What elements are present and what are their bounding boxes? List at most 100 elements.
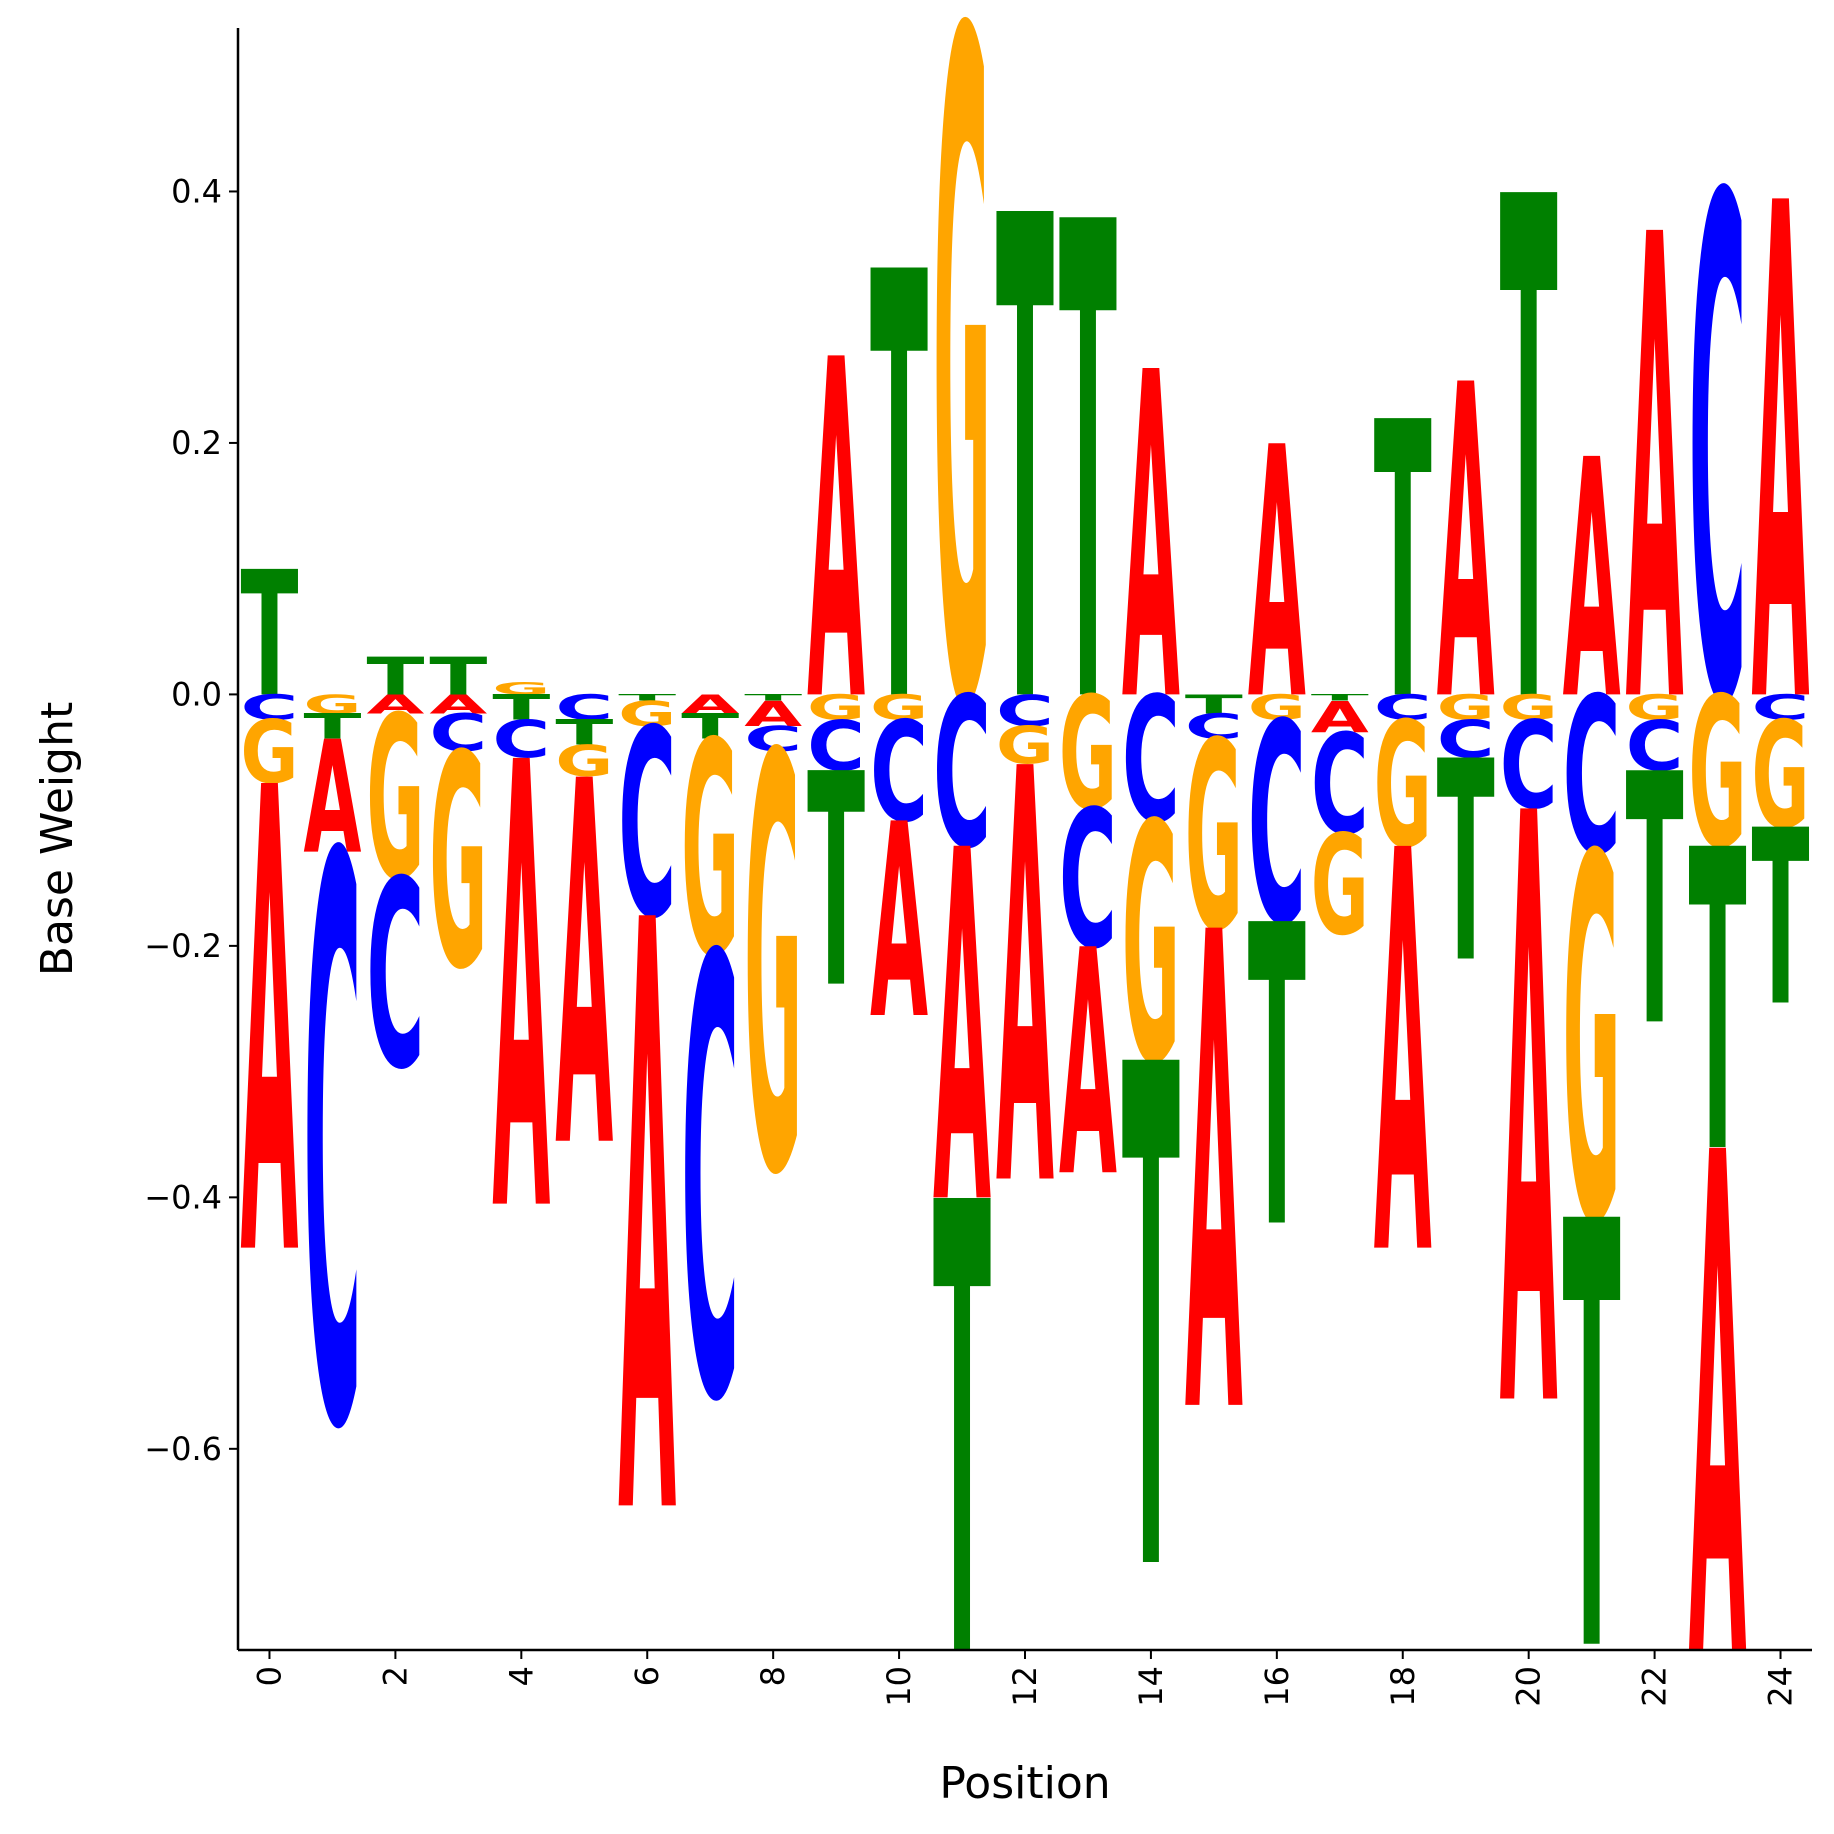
logo-letter-T-pos-6: T [618, 693, 676, 703]
logo-letter-T-pos-8: T [744, 693, 802, 703]
logo-letter-T-pos-13: T [1059, 89, 1117, 851]
y-tick-label: −0.4 [144, 1178, 222, 1216]
logo-letter-T-pos-1: T [303, 707, 361, 747]
logo-letter-A-pos-2: A [366, 690, 425, 720]
x-tick-label: 8 [754, 1666, 792, 1686]
logo-letter-C-pos-7: C [681, 834, 739, 1535]
y-tick-label: 0.0 [171, 675, 222, 713]
x-tick-label: 6 [628, 1666, 666, 1686]
logo-letter-T-pos-23: T [1689, 765, 1747, 1246]
logo-letter-C-pos-8: C [744, 719, 802, 759]
logo-letter-G-pos-0: G [241, 703, 299, 804]
logo-letter-T-pos-15: T [1185, 689, 1243, 719]
x-tick-label: 12 [1006, 1666, 1044, 1707]
logo-letter-C-pos-1: C [303, 698, 361, 1600]
logo-letter-A-pos-1: A [303, 708, 361, 889]
logo-letter-T-pos-0: T [241, 536, 299, 736]
logo-letter-C-pos-10: C [870, 694, 928, 854]
logo-letter-C-pos-5: C [555, 688, 613, 728]
x-tick-label: 2 [376, 1666, 414, 1686]
logo-letter-G-pos-3: G [429, 694, 487, 1035]
logo-letter-C-pos-13: C [1059, 771, 1117, 992]
logo-letter-G-pos-12: G [996, 716, 1054, 776]
y-axis-label: Base Weight [32, 702, 83, 976]
logo-letter-G-pos-9: G [807, 688, 865, 728]
logo-letter-T-pos-24: T [1752, 778, 1810, 1059]
logo-letter-T-pos-16: T [1248, 840, 1306, 1321]
logo-letter-G-pos-5: G [555, 736, 613, 786]
logo-letter-A-pos-5: A [555, 678, 613, 1260]
logo-letter-G-pos-10: G [870, 688, 928, 728]
logo-letter-C-pos-14: C [1122, 661, 1180, 862]
logo-letter-G-pos-21: G [1563, 754, 1621, 1335]
logo-letter-G-pos-19: G [1437, 688, 1495, 728]
logo-letter-T-pos-7: T [681, 707, 739, 747]
logo-letter-C-pos-23: C [1689, 55, 1747, 857]
logo-letter-C-pos-3: C [429, 703, 487, 763]
logo-letter-G-pos-18: G [1374, 687, 1432, 887]
logo-letter-G-pos-22: G [1626, 688, 1684, 728]
logo-letter-A-pos-16: A [1248, 375, 1306, 776]
logo-letter-A-pos-19: A [1437, 295, 1495, 797]
logo-letter-A-pos-10: A [870, 769, 928, 1079]
y-tick-label: 0.4 [171, 172, 222, 210]
x-tick-label: 0 [250, 1666, 288, 1686]
logo-letter-A-pos-0: A [241, 658, 299, 1400]
logo-letter-G-pos-20: G [1500, 688, 1558, 728]
logo-letter-A-pos-18: A [1374, 736, 1432, 1378]
x-tick-label: 16 [1258, 1666, 1296, 1707]
logo-letter-G-pos-4: G [492, 679, 550, 699]
logo-letter-T-pos-18: T [1374, 343, 1432, 785]
x-tick-label: 20 [1510, 1666, 1548, 1707]
logo-letter-T-pos-11: T [933, 1076, 991, 1798]
logo-letter-G-pos-24: G [1752, 691, 1810, 862]
logo-letter-G-pos-23: G [1689, 655, 1747, 895]
logo-letter-C-pos-20: C [1500, 696, 1558, 837]
logo-letter-A-pos-22: A [1626, 104, 1684, 846]
x-tick-label: 4 [502, 1666, 540, 1686]
logo-letter-C-pos-4: C [492, 709, 550, 769]
y-tick-label: −0.2 [144, 927, 222, 965]
logo-letter-G-pos-17: G [1311, 805, 1369, 966]
logo-letter-C-pos-22: C [1626, 707, 1684, 787]
logo-letter-C-pos-6: C [618, 676, 676, 976]
logo-letter-A-pos-4: A [492, 637, 550, 1349]
logo-letter-T-pos-14: T [1122, 922, 1180, 1725]
logo-letter-T-pos-3: T [429, 647, 487, 707]
logo-letter-G-pos-11: G [933, 0, 991, 910]
logo-letter-G-pos-2: G [366, 670, 424, 930]
logo-letter-C-pos-9: C [807, 707, 865, 787]
logo-letter-A-pos-21: A [1563, 391, 1621, 772]
logo-letter-T-pos-10: T [870, 151, 928, 833]
logo-letter-G-pos-1: G [303, 689, 361, 719]
logo-letter-T-pos-19: T [1437, 704, 1495, 1024]
logo-letter-A-pos-13: A [1059, 886, 1117, 1246]
logo-letter-C-pos-15: C [1185, 707, 1243, 747]
logo-letter-C-pos-11: C [933, 654, 991, 894]
logo-letter-C-pos-18: C [1374, 688, 1432, 728]
logo-letter-A-pos-6: A [618, 753, 676, 1696]
logo-letter-A-pos-11: A [933, 752, 991, 1312]
logo-letter-T-pos-17: T [1311, 693, 1369, 703]
logo-letter-C-pos-2: C [366, 827, 424, 1127]
logo-letter-G-pos-6: G [618, 694, 676, 734]
axes-layer: −0.6−0.4−0.20.00.20.40 2 4 6 8 10 12 14 16 18 20 22… [144, 28, 1812, 1707]
logo-letter-T-pos-12: T [996, 80, 1054, 852]
y-tick-label: −0.6 [144, 1430, 222, 1468]
logo-letter-T-pos-5: T [555, 713, 613, 753]
logo-letter-A-pos-8: A [744, 694, 802, 734]
x-tick-label: 10 [880, 1666, 918, 1707]
x-tick-label: 22 [1636, 1666, 1674, 1707]
logo-letter-A-pos-20: A [1500, 647, 1558, 1590]
logo-letter-A-pos-15: A [1185, 798, 1243, 1560]
logo-letter-T-pos-2: T [366, 647, 424, 707]
logo-letter-C-pos-19: C [1437, 709, 1495, 769]
logo-letter-A-pos-14: A [1122, 279, 1180, 801]
logo-letter-A-pos-24: A [1752, 65, 1810, 856]
logo-letter-A-pos-9: A [807, 263, 865, 805]
x-tick-label: 24 [1762, 1666, 1800, 1707]
logo-letter-G-pos-16: G [1248, 688, 1306, 728]
